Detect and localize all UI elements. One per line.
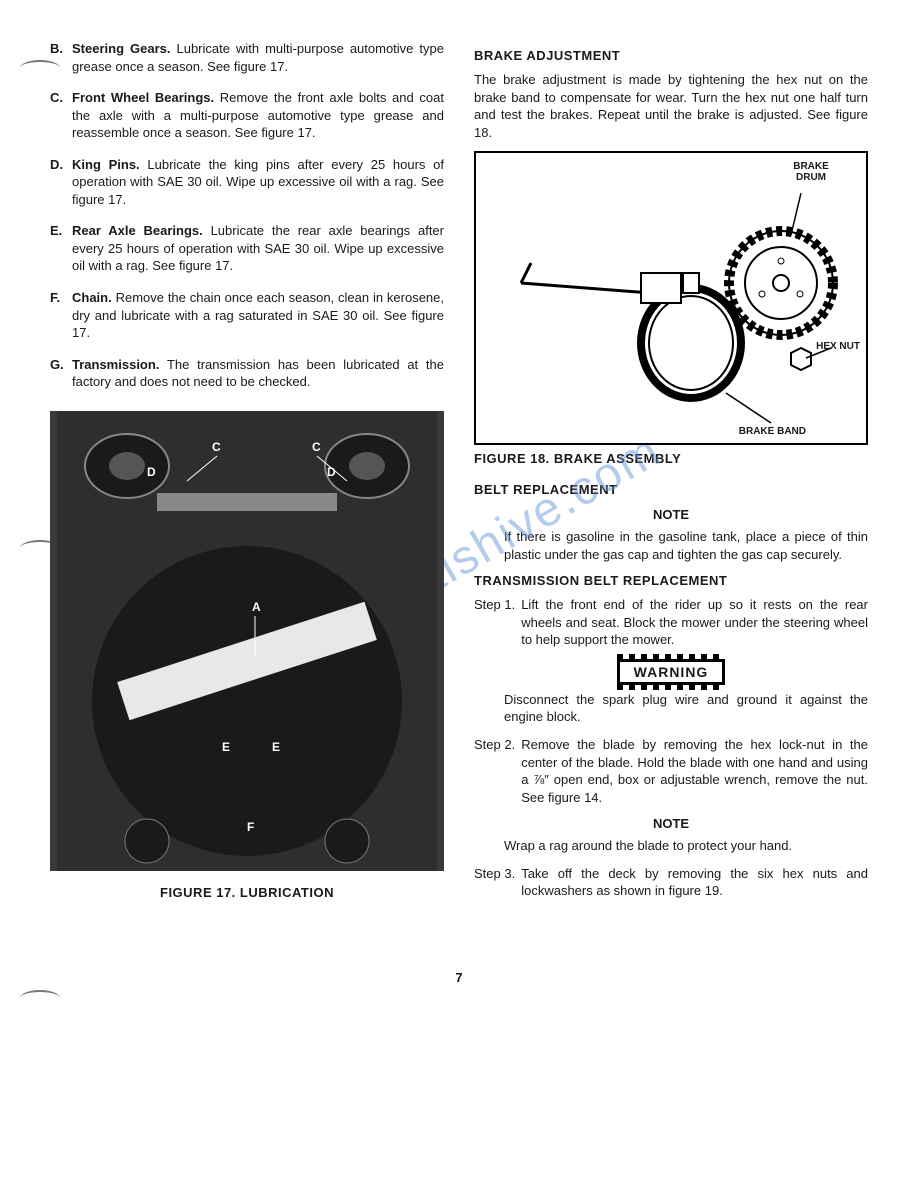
item-title: Front Wheel Bearings. <box>72 90 214 105</box>
two-column-layout: B. Steering Gears. Lubricate with multi-… <box>50 40 868 910</box>
warning-label: WARNING <box>617 659 726 685</box>
step-body: Remove the blade by removing the hex loc… <box>521 736 868 806</box>
step-body: Lift the front end of the rider up so it… <box>521 596 868 649</box>
note-heading: NOTE <box>474 816 868 831</box>
svg-text:A: A <box>252 600 261 614</box>
item-letter: F. <box>50 289 66 342</box>
label-brake-drum: BRAKE DRUM <box>786 161 836 183</box>
brake-assembly-svg <box>476 153 866 443</box>
label-brake-band: BRAKE BAND <box>739 426 806 437</box>
warning-box: WARNING <box>474 659 868 685</box>
figure-18-caption: FIGURE 18. BRAKE ASSEMBLY <box>474 451 868 466</box>
step-label: Step 1. <box>474 596 515 649</box>
note-heading: NOTE <box>474 507 868 522</box>
label-hex-nut: HEX NUT <box>816 341 860 352</box>
item-text: Remove the chain once each season, clean… <box>72 290 444 340</box>
note-text: Wrap a rag around the blade to protect y… <box>504 837 868 855</box>
item-body: Steering Gears. Lubricate with multi-pur… <box>72 40 444 75</box>
brake-adjustment-heading: BRAKE ADJUSTMENT <box>474 48 868 63</box>
item-letter: G. <box>50 356 66 391</box>
list-item: C. Front Wheel Bearings. Remove the fron… <box>50 89 444 142</box>
svg-text:E: E <box>222 740 230 754</box>
right-column: BRAKE ADJUSTMENT The brake adjustment is… <box>474 40 868 910</box>
figure-18-box: BRAKE DRUM HEX NUT BRAKE BAND <box>474 151 868 445</box>
binder-mark-bot <box>20 990 60 1006</box>
item-title: Steering Gears. <box>72 41 170 56</box>
item-title: Chain. <box>72 290 112 305</box>
warning-text: Disconnect the spark plug wire and groun… <box>504 691 868 726</box>
binder-mark-top <box>20 60 60 76</box>
step-body: Take off the deck by removing the six he… <box>521 865 868 900</box>
item-body: King Pins. Lubricate the king pins after… <box>72 156 444 209</box>
brake-adjustment-text: The brake adjustment is made by tighteni… <box>474 71 868 141</box>
lubrication-photo-svg: C C D D A E E F <box>50 411 444 871</box>
step-1: Step 1. Lift the front end of the rider … <box>474 596 868 649</box>
page-number: 7 <box>50 970 868 985</box>
step-label: Step 2. <box>474 736 515 806</box>
belt-replacement-heading: BELT REPLACEMENT <box>474 482 868 497</box>
svg-text:C: C <box>212 440 221 454</box>
figure-17-caption: FIGURE 17. LUBRICATION <box>50 885 444 900</box>
note-text: If there is gasoline in the gasoline tan… <box>504 528 868 563</box>
svg-text:C: C <box>312 440 321 454</box>
step-label: Step 3. <box>474 865 515 900</box>
svg-text:E: E <box>272 740 280 754</box>
left-column: B. Steering Gears. Lubricate with multi-… <box>50 40 444 910</box>
item-title: Rear Axle Bearings. <box>72 223 203 238</box>
svg-text:D: D <box>147 465 156 479</box>
item-body: Transmission. The transmission has been … <box>72 356 444 391</box>
item-letter: D. <box>50 156 66 209</box>
list-item: G. Transmission. The transmission has be… <box>50 356 444 391</box>
item-body: Chain. Remove the chain once each season… <box>72 289 444 342</box>
step-2: Step 2. Remove the blade by removing the… <box>474 736 868 806</box>
item-letter: C. <box>50 89 66 142</box>
svg-text:D: D <box>327 465 336 479</box>
step-3: Step 3. Take off the deck by removing th… <box>474 865 868 900</box>
transmission-belt-heading: TRANSMISSION BELT REPLACEMENT <box>474 573 868 588</box>
item-title: Transmission. <box>72 357 159 372</box>
item-body: Front Wheel Bearings. Remove the front a… <box>72 89 444 142</box>
item-title: King Pins. <box>72 157 140 172</box>
list-item: F. Chain. Remove the chain once each sea… <box>50 289 444 342</box>
list-item: D. King Pins. Lubricate the king pins af… <box>50 156 444 209</box>
list-item: E. Rear Axle Bearings. Lubricate the rea… <box>50 222 444 275</box>
item-letter: E. <box>50 222 66 275</box>
svg-text:F: F <box>247 820 254 834</box>
list-item: B. Steering Gears. Lubricate with multi-… <box>50 40 444 75</box>
item-body: Rear Axle Bearings. Lubricate the rear a… <box>72 222 444 275</box>
figure-17-photo: C C D D A E E F <box>50 411 444 871</box>
